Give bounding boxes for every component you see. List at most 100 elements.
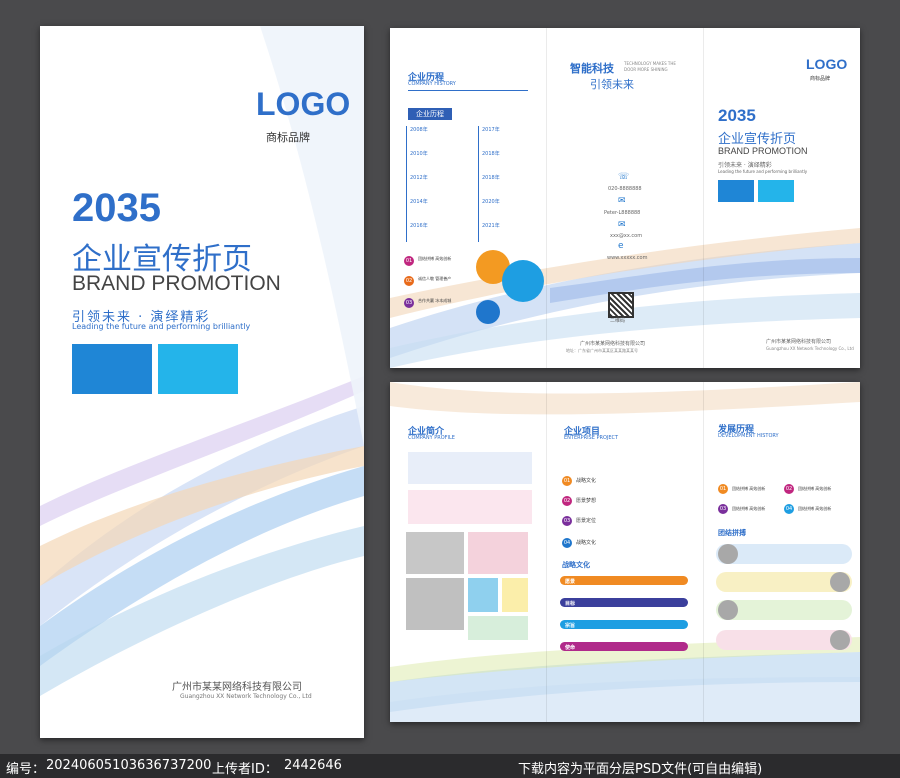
year-left: 2012年 — [410, 175, 428, 181]
outer-title-en: BRAND PROMOTION — [718, 146, 808, 156]
outer-mid-sub: 引领未来 — [590, 78, 634, 91]
outer-years-right: 2017年 2018年 2018年 2020年 2021年 — [482, 126, 500, 246]
cover-logo-sub: 商标品牌 — [266, 131, 310, 144]
team-avatar — [718, 544, 738, 564]
year-right: 2018年 — [482, 175, 500, 181]
inner-profile-title: 企业简介 — [408, 427, 445, 437]
cover-blue-box — [72, 344, 152, 394]
cover-year: 2035 — [72, 186, 161, 230]
outer-mid-addr2: 地址：广东省广州市某某区某某路某某号 — [566, 348, 638, 353]
outer-email: xxx@xx.com — [610, 233, 643, 239]
footer-note: 下载内容为平面分层PSD文件(可自由编辑) — [518, 762, 763, 777]
qr-code — [608, 292, 634, 318]
cover-title-cn: 企业宣传折页 — [72, 242, 252, 277]
dev-label: 团结拼搏 高效创新 — [732, 506, 766, 511]
strategy-pill-2 — [560, 598, 688, 607]
team-row-3 — [716, 600, 852, 620]
phone-icon: ☏ — [618, 172, 630, 182]
outer-logo-sub: 商标品牌 — [810, 76, 831, 82]
inner-profile-box-2 — [408, 490, 532, 524]
strategy-pill-label: 愿景 — [565, 579, 576, 585]
team-avatar — [830, 630, 850, 650]
project-label: 战略文化 — [576, 540, 597, 546]
inner-strategy-title: 战略文化 — [562, 561, 590, 569]
photo-blue — [468, 578, 498, 612]
outer-company-en: Guangzhou XX Network Technology Co., Ltd — [766, 346, 854, 351]
cover-slogan-cn: 引领未来 · 演绎精彩 — [72, 310, 211, 325]
year-right: 2020年 — [482, 199, 500, 205]
year-left: 2010年 — [410, 151, 428, 157]
outer-spread: 企业历程 COMPANY HISTORY 企业历程 2008年 2010年 20… — [390, 28, 860, 368]
outer-point-num: 03 — [404, 298, 414, 308]
year-left: 2008年 — [410, 127, 428, 133]
outer-slogan-cn: 引领未来 · 演绎精彩 — [718, 162, 772, 169]
outer-wechat: Peter-L888888 — [604, 210, 641, 216]
outer-logo: LOGO — [806, 56, 848, 72]
outer-timeline-right — [478, 126, 479, 242]
inner-fold-1 — [546, 382, 547, 722]
outer-history-tag: 企业历程 — [408, 108, 452, 120]
wechat-icon: ✉ — [618, 196, 626, 206]
dev-num: 04 — [784, 504, 794, 514]
dev-num: 03 — [718, 504, 728, 514]
inner-project-en: ENTERPRISE PROJECT — [564, 435, 619, 441]
footer-id-label: 编号： — [6, 762, 46, 777]
dev-label: 团结拼搏 高效创新 — [798, 486, 832, 491]
cover-logo: LOGO — [256, 86, 351, 122]
year-left: 2016年 — [410, 223, 428, 229]
outer-small-circle — [476, 300, 500, 324]
year-left: 2014年 — [410, 199, 428, 205]
cover-slogan-en: Leading the future and performing brilli… — [72, 322, 251, 331]
footer-bar: 编号： 20240605103636737200 上传者ID： 2442646 … — [0, 754, 900, 778]
inner-profile-box-1 — [408, 452, 532, 484]
cover-panel: LOGO 商标品牌 2035 企业宣传折页 BRAND PROMOTION 引领… — [40, 26, 364, 738]
team-avatar — [830, 572, 850, 592]
outer-company-cn: 广州市某某网络科技有限公司 — [766, 339, 832, 345]
outer-point-label: 诚信人敬 管理善产 — [418, 276, 452, 281]
inner-profile-en: COMPANY PROFILE — [408, 435, 455, 441]
cover-company-en: Guangzhou XX Network Technology Co., Ltd — [180, 693, 312, 700]
inner-spread: 企业简介 COMPANY PROFILE 企业项目 ENTERPRISE PRO… — [390, 382, 860, 722]
project-num: 02 — [562, 496, 572, 506]
cover-cyan-box — [158, 344, 238, 394]
cover-waves — [40, 26, 364, 696]
footer-uploader-label: 上传者ID： — [212, 762, 278, 777]
inner-project-title: 企业项目 — [564, 427, 601, 437]
outer-blue-circle — [502, 260, 544, 302]
inner-dev-title: 发展历程 — [718, 425, 755, 435]
photo-yellow — [502, 578, 528, 612]
project-label: 愿景定位 — [576, 518, 597, 524]
strategy-pill-label: 使命 — [565, 645, 576, 651]
year-right: 2017年 — [482, 127, 500, 133]
outer-phone: 020-8888888 — [608, 186, 642, 192]
inner-team-title: 团结拼搏 — [718, 529, 746, 537]
outer-title-cn: 企业宣传折页 — [718, 132, 797, 147]
dev-num: 02 — [784, 484, 794, 494]
outer-slogan-en: Leading the future and performing brilli… — [718, 169, 808, 174]
outer-timeline-left — [406, 126, 407, 242]
strategy-pill-label: 目标 — [565, 601, 576, 607]
outer-year: 2035 — [718, 106, 756, 125]
photo-green — [468, 616, 528, 640]
outer-cyan-box — [758, 180, 794, 202]
inner-dev-en: DEVELOPMENT HISTORY — [718, 433, 779, 439]
outer-mid-addr1: 广州市某某网络科技有限公司 — [580, 341, 646, 347]
photo-pink — [468, 532, 528, 574]
dev-label: 团结拼搏 高效创新 — [732, 486, 766, 491]
outer-blue-box — [718, 180, 754, 202]
outer-mid-title-en: TECHNOLOGY MAKES THE DOOR MORE SHINING — [624, 61, 676, 72]
outer-years-left: 2008年 2010年 2012年 2014年 2016年 — [410, 126, 428, 246]
web-icon: e — [618, 241, 624, 251]
mail-icon: ✉ — [618, 220, 626, 230]
team-row-2 — [716, 572, 852, 592]
outer-history-title: 企业历程 — [408, 73, 445, 83]
project-label: 愿景梦想 — [576, 498, 597, 504]
project-num: 03 — [562, 516, 572, 526]
outer-point-label: 合作共赢 冰本成城 — [418, 298, 452, 303]
footer-id-value: 20240605103636737200 — [46, 758, 212, 773]
cover-title-en: BRAND PROMOTION — [72, 272, 281, 295]
dev-num: 01 — [718, 484, 728, 494]
outer-point-label: 团结拼搏 高效创新 — [418, 256, 452, 261]
outer-history-en: COMPANY HISTORY — [408, 81, 456, 87]
team-row-1 — [716, 544, 852, 564]
